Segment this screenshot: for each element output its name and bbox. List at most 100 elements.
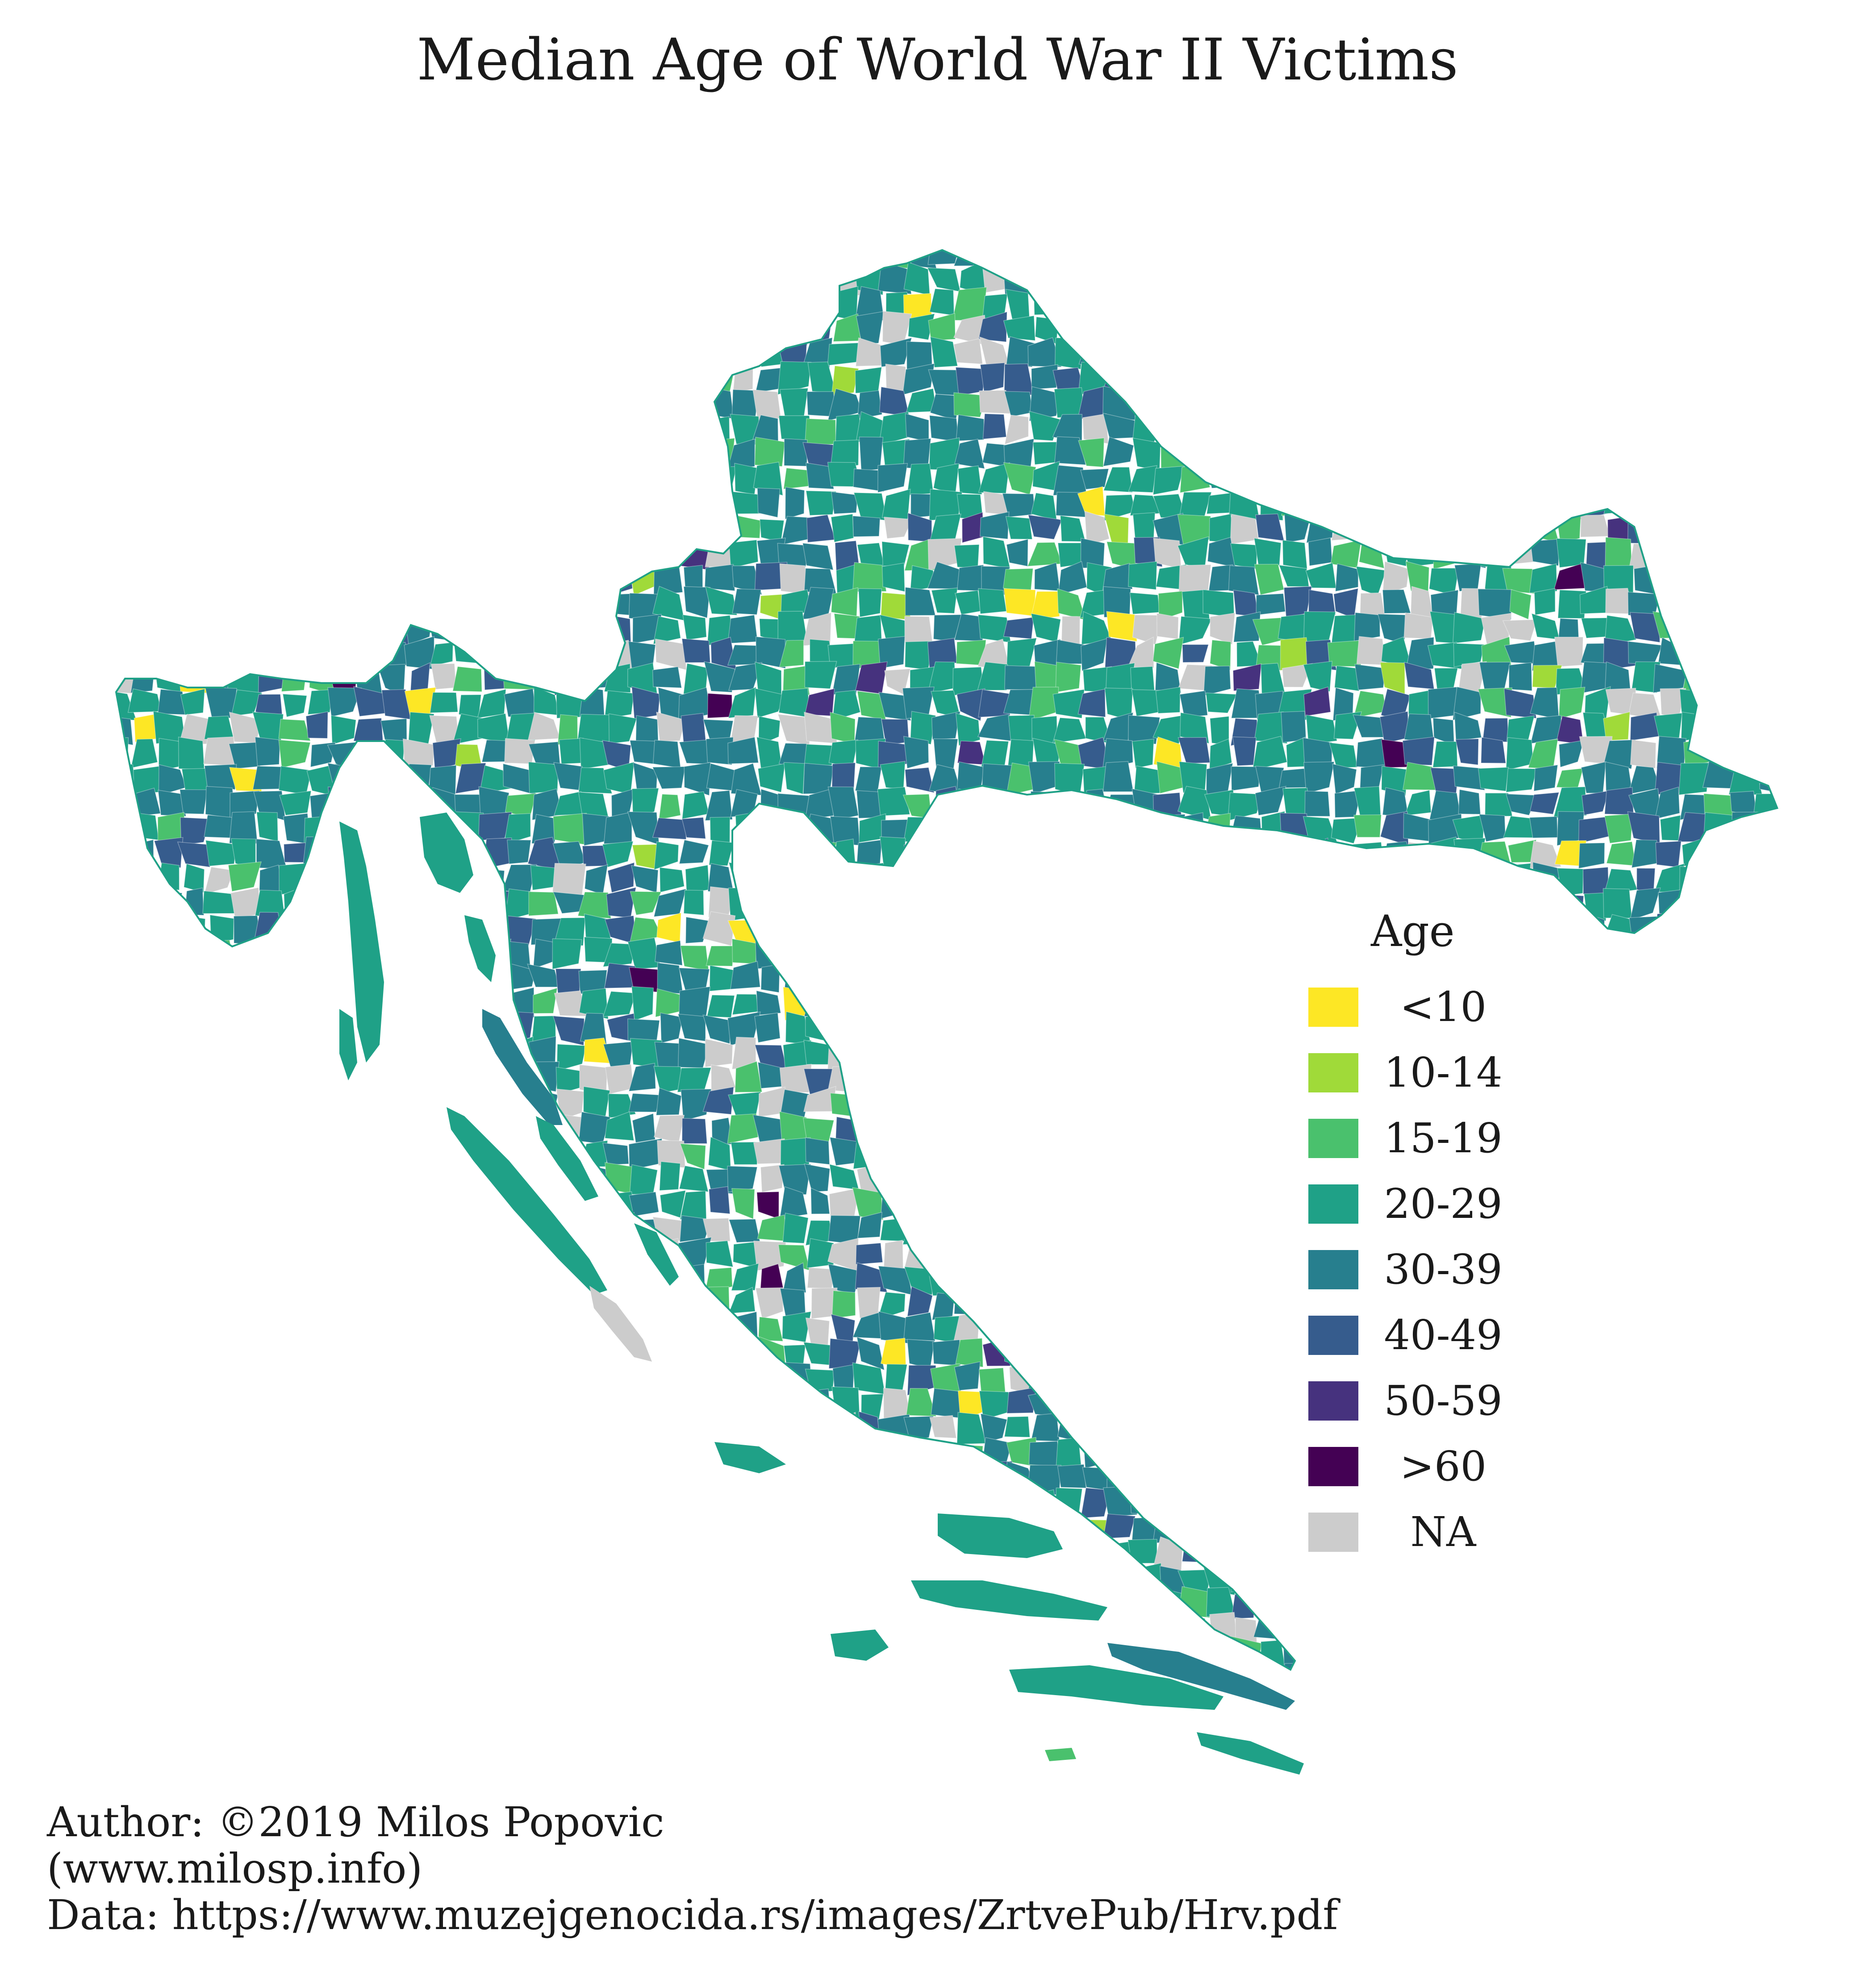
municipality-cell xyxy=(1254,442,1282,468)
municipality-cell xyxy=(1378,513,1404,545)
municipality-cell xyxy=(1482,469,1512,494)
municipality-cell xyxy=(1552,1394,1583,1416)
municipality-cell xyxy=(530,311,558,346)
municipality-cell xyxy=(833,1488,862,1521)
municipality-cell xyxy=(479,868,505,892)
municipality-cell xyxy=(509,1643,532,1670)
municipality-cell xyxy=(1530,886,1558,919)
municipality-cell xyxy=(553,613,587,639)
municipality-cell xyxy=(1128,1336,1158,1369)
municipality-cell xyxy=(477,1319,513,1346)
municipality-cell xyxy=(1677,1461,1712,1495)
municipality-cell xyxy=(1156,1215,1186,1246)
legend-swatch xyxy=(1308,1053,1358,1092)
municipality-cell xyxy=(205,1638,236,1670)
legend-item-40-49: 40-49 xyxy=(1308,1302,1510,1368)
municipality-cell xyxy=(1754,1241,1777,1271)
municipality-cell xyxy=(1253,391,1284,416)
municipality-cell xyxy=(1556,1088,1587,1113)
municipality-cell xyxy=(1507,1416,1538,1440)
municipality-cell xyxy=(927,1188,963,1220)
municipality-cell xyxy=(981,1067,1009,1091)
municipality-cell xyxy=(583,316,607,346)
municipality-cell xyxy=(1456,1563,1487,1597)
municipality-cell xyxy=(152,1064,183,1091)
municipality-cell xyxy=(377,438,406,466)
municipality-cell xyxy=(1232,338,1262,370)
municipality-cell xyxy=(1753,443,1777,465)
municipality-cell xyxy=(852,562,887,592)
municipality-cell xyxy=(877,1143,912,1166)
municipality-cell xyxy=(655,940,683,966)
municipality-cell xyxy=(757,763,785,793)
municipality-cell xyxy=(1380,293,1411,319)
municipality-cell xyxy=(704,1589,737,1617)
municipality-cell xyxy=(1080,1164,1111,1193)
municipality-cell xyxy=(178,287,212,319)
municipality-cell xyxy=(1136,1086,1161,1121)
municipality-cell xyxy=(1084,511,1110,546)
municipality-cell xyxy=(1630,267,1658,292)
municipality-cell xyxy=(728,539,759,569)
municipality-cell xyxy=(979,250,1009,268)
municipality-cell xyxy=(429,1138,459,1163)
municipality-cell xyxy=(807,361,837,394)
municipality-cell xyxy=(330,489,362,516)
municipality-cell xyxy=(1708,1011,1737,1046)
municipality-cell xyxy=(378,1044,409,1067)
municipality-cell xyxy=(910,1490,937,1521)
municipality-cell xyxy=(578,1589,610,1619)
municipality-cell xyxy=(253,1238,283,1267)
municipality-cell xyxy=(153,1337,183,1371)
municipality-cell xyxy=(1033,1063,1062,1096)
municipality-cell xyxy=(481,1592,511,1617)
municipality-cell xyxy=(827,1041,860,1071)
municipality-cell xyxy=(1604,439,1633,465)
municipality-cell xyxy=(157,287,184,317)
municipality-cell xyxy=(557,393,585,417)
municipality-cell xyxy=(355,1317,387,1343)
municipality-cell xyxy=(1381,863,1407,896)
municipality-cell xyxy=(1780,689,1807,720)
municipality-cell xyxy=(578,440,603,466)
municipality-cell xyxy=(727,737,759,764)
municipality-cell xyxy=(1453,391,1488,415)
municipality-cell xyxy=(1402,488,1431,521)
municipality-cell xyxy=(1781,1543,1810,1563)
municipality-cell xyxy=(530,1386,561,1416)
municipality-cell xyxy=(903,736,929,769)
municipality-cell xyxy=(804,250,837,263)
municipality-cell xyxy=(478,1064,511,1094)
legend-swatch xyxy=(1308,987,1358,1027)
municipality-cell xyxy=(577,1538,610,1567)
municipality-cell xyxy=(1534,1316,1561,1343)
municipality-cell xyxy=(1409,336,1428,371)
municipality-cell xyxy=(1178,1337,1211,1367)
municipality-cell xyxy=(954,438,985,469)
municipality-cell xyxy=(1135,1366,1162,1395)
municipality-cell xyxy=(978,311,1007,342)
municipality-cell xyxy=(480,1514,505,1546)
municipality-cell xyxy=(131,420,160,444)
municipality-cell xyxy=(1328,412,1363,446)
municipality-cell xyxy=(1605,1486,1637,1521)
municipality-cell xyxy=(1203,1343,1233,1366)
municipality-cell xyxy=(160,1412,185,1439)
municipality-cell xyxy=(954,590,981,615)
municipality-cell xyxy=(380,386,410,413)
municipality-cell xyxy=(406,1537,434,1569)
municipality-cell xyxy=(181,250,209,271)
municipality-cell xyxy=(527,250,558,271)
municipality-cell xyxy=(1057,1111,1087,1141)
municipality-cell xyxy=(1584,1142,1609,1167)
municipality-cell xyxy=(405,1515,437,1543)
municipality-cell xyxy=(1028,864,1062,896)
municipality-cell xyxy=(604,1111,635,1141)
municipality-cell xyxy=(1105,1314,1132,1342)
municipality-cell xyxy=(1604,813,1633,844)
municipality-cell xyxy=(1578,368,1609,393)
municipality-cell xyxy=(1279,1386,1312,1414)
municipality-cell xyxy=(377,1514,407,1546)
municipality-cell xyxy=(527,1613,558,1642)
municipality-cell xyxy=(1684,990,1709,1016)
